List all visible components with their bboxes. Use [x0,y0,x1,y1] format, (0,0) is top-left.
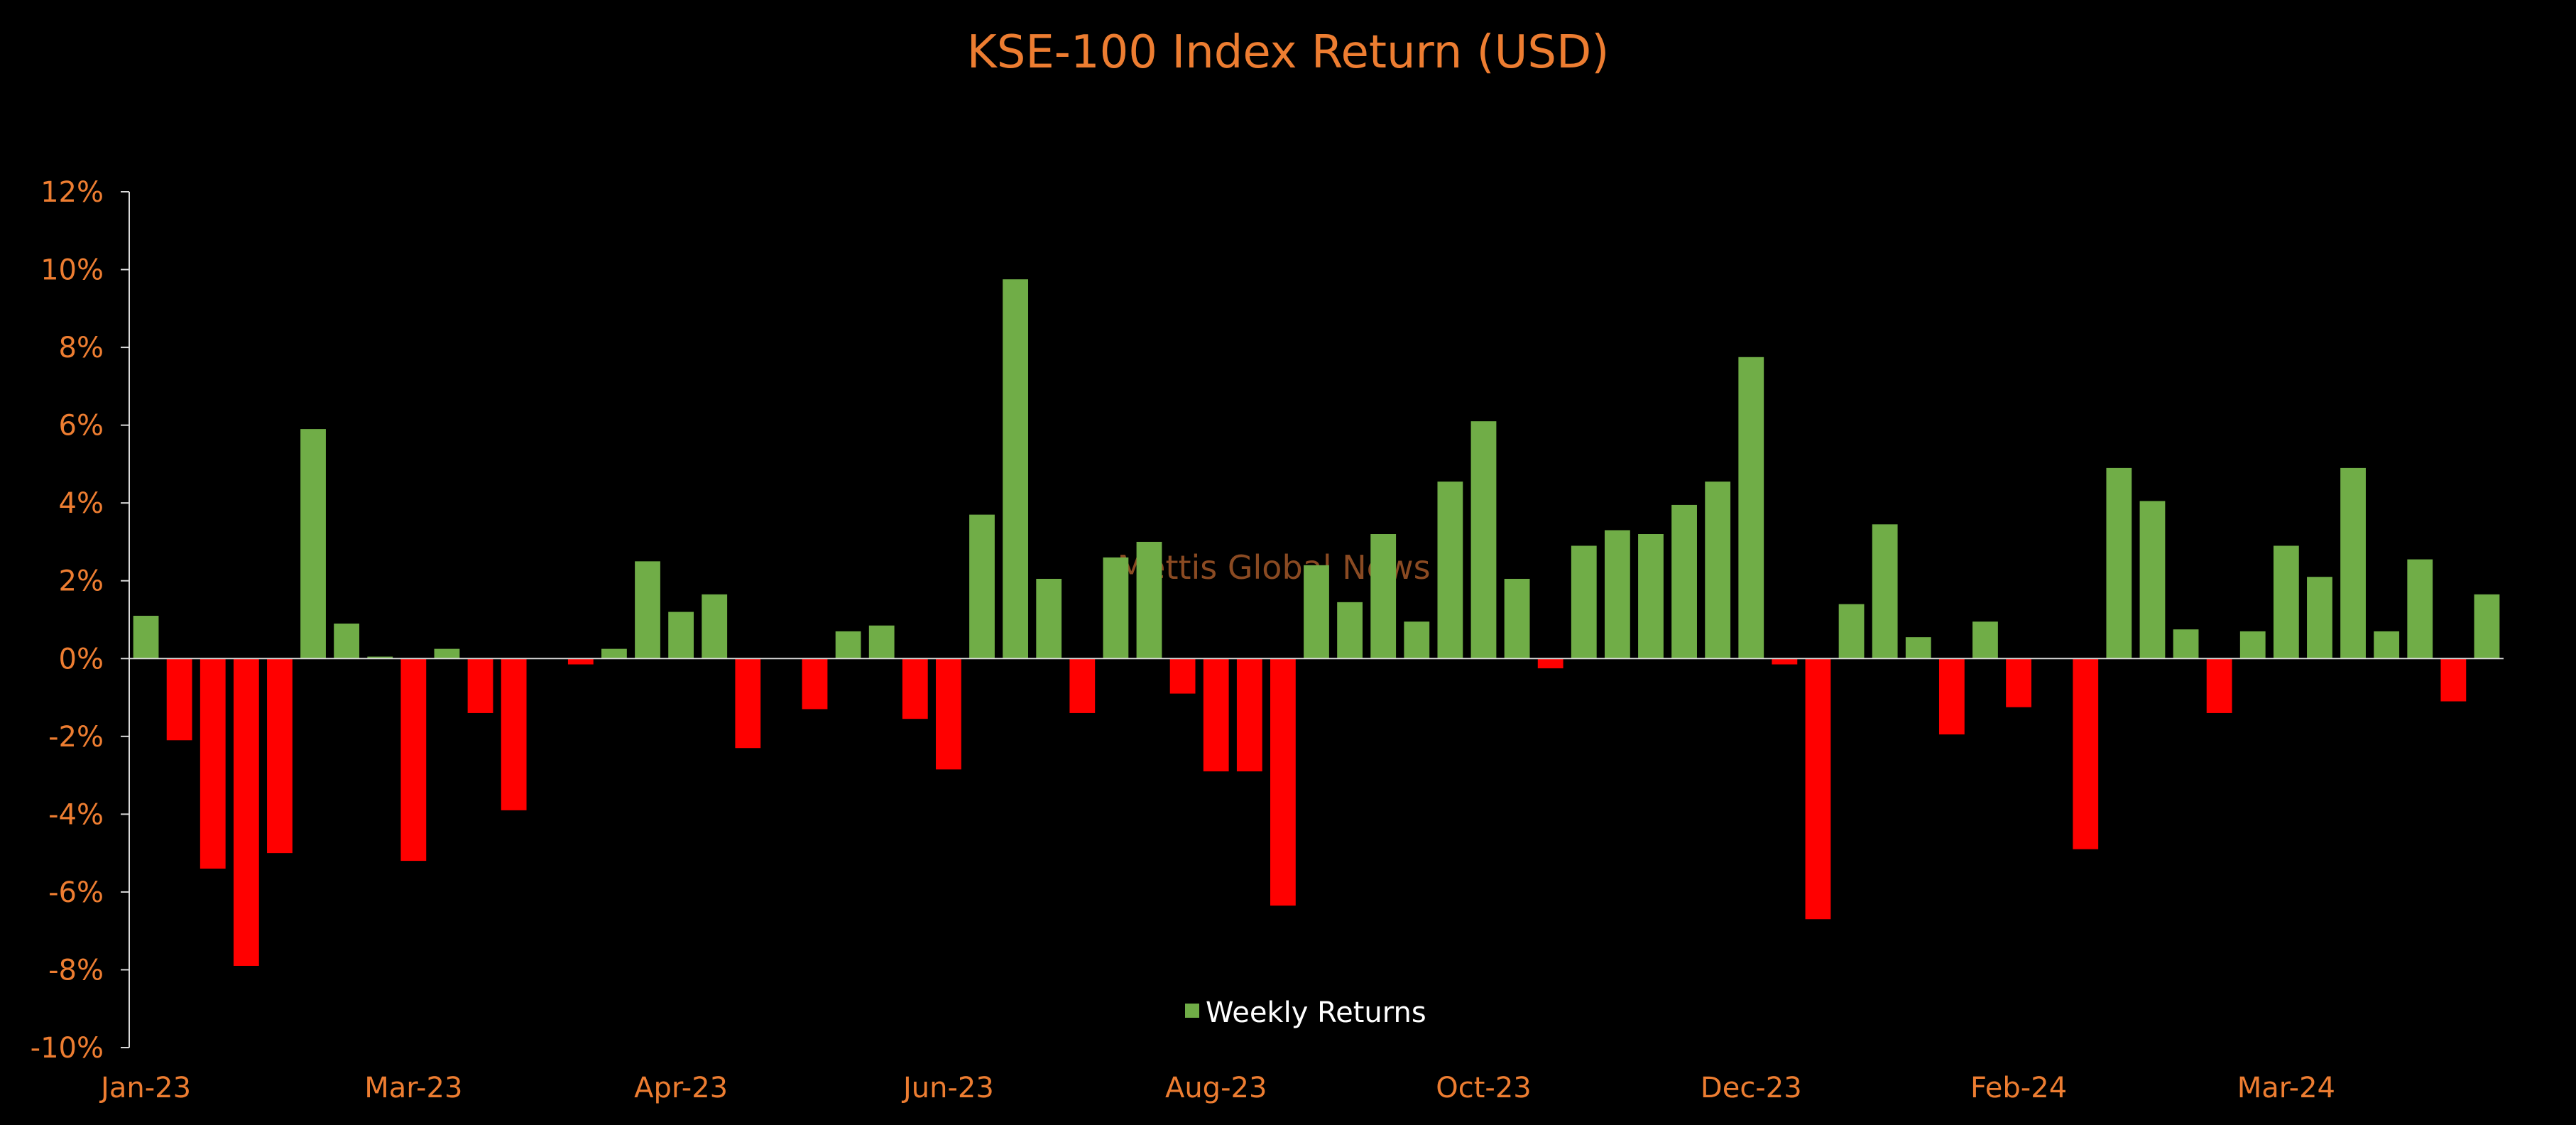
y-tick-label: -8% [48,954,104,987]
bar [1872,524,1898,659]
bar [1772,658,1798,665]
bar [2239,631,2266,659]
bar [1638,534,1664,659]
x-tick-label: Feb-24 [1970,1072,2067,1104]
legend: Weekly Returns [1185,996,1426,1029]
bar [2073,658,2099,849]
bar [1805,658,1831,920]
bar [2440,658,2467,702]
y-tick-label: -4% [48,798,104,831]
x-axis: Jan-23 Mar-23 Apr-23 Jun-23 Aug-23 Oct-23 Dec-… [99,658,2504,1104]
y-tick-label: 8% [59,332,104,364]
x-tick-label: Oct-23 [1436,1072,1532,1104]
bar [936,658,961,770]
bar [1905,637,1931,659]
bar [1169,658,1196,694]
bar [434,648,460,659]
bar [1103,557,1129,659]
bar [1003,279,1029,659]
bar [2374,631,2400,659]
bar [2106,467,2132,659]
bar [2307,577,2332,659]
bar [1404,621,1430,659]
legend-swatch [1185,1004,1199,1018]
bar [802,658,828,710]
bar [2139,501,2166,659]
bar [1437,482,1463,659]
y-tick-label: 6% [59,410,104,442]
bar [334,623,360,659]
x-tick-label: Jan-23 [99,1072,191,1104]
bar [1938,658,1965,735]
bar [1571,545,1597,659]
bar [2340,467,2366,659]
bar [300,429,326,659]
bar [1036,578,1062,659]
x-tick-label: Dec-23 [1701,1072,1802,1104]
bar [2206,658,2232,713]
bar [400,658,427,862]
bar [1738,357,1764,659]
bar [635,561,660,659]
bar [1236,658,1262,772]
bar [2273,545,2299,659]
bar [1136,541,1162,659]
bar [1604,530,1630,659]
bar [1304,565,1329,659]
bar [1337,602,1363,659]
bar [267,658,293,854]
bar [1069,658,1096,713]
bar [601,648,627,659]
bar [1270,658,1296,906]
bar [1537,658,1563,668]
bars [133,279,2500,966]
bar [501,658,527,810]
bar [2006,658,2031,707]
bar [1671,504,1697,659]
bar [668,612,694,659]
y-tick-label: -2% [48,721,104,754]
x-tick-label: Jun-23 [901,1072,994,1104]
x-tick-label: Aug-23 [1165,1072,1267,1104]
bar [367,656,393,659]
y-tick-label: -6% [48,876,104,909]
y-tick-label: 12% [40,176,104,209]
bar [868,625,895,659]
bar [467,658,493,713]
bar [1203,658,1229,772]
x-tick-label: Mar-24 [2237,1072,2335,1104]
bar [166,658,192,741]
bar [567,658,594,665]
bar [1370,534,1397,659]
bar [735,658,761,749]
x-tick-label: Mar-23 [364,1072,462,1104]
bar [969,514,995,659]
y-tick-label: 10% [40,254,104,287]
bar [133,616,159,659]
y-tick-label: 0% [59,643,104,675]
y-tick-label: -10% [31,1032,104,1065]
y-tick-label: 4% [59,487,104,520]
bar [1705,482,1731,659]
legend-label: Weekly Returns [1206,996,1426,1029]
bar [1972,621,1998,659]
bar [1504,578,1530,659]
bar [2407,559,2433,659]
bar [1838,604,1865,659]
bar [200,658,226,869]
bar [835,631,861,659]
bar [902,658,928,719]
bar [233,658,259,966]
chart-title: KSE-100 Index Return (USD) [967,26,1610,79]
x-tick-label: Apr-23 [634,1072,728,1104]
y-axis: 12% 10% 8% 6% 4% 2% 0% -2% -4% -6% -8% -10% [31,176,130,1065]
bar [1470,421,1497,659]
bar [702,594,728,659]
bar [2474,594,2500,659]
bar [2173,629,2199,659]
y-tick-label: 2% [59,565,104,598]
